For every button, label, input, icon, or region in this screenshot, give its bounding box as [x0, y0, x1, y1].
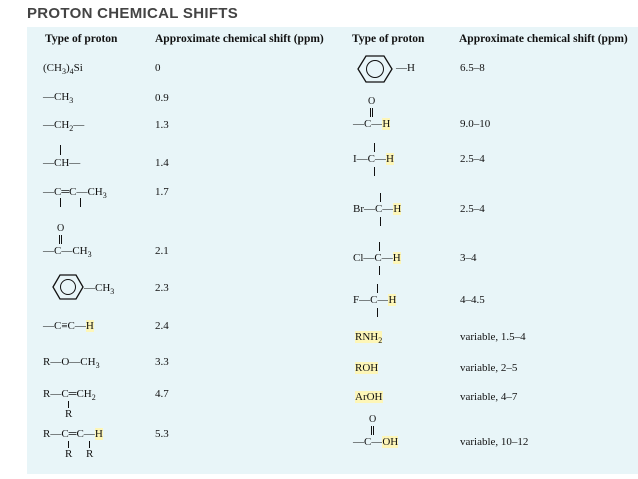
proton-aryl-h: —H	[396, 62, 415, 74]
proton-vinylic-terminal: R—C═CH2 R	[43, 388, 96, 420]
shift-bromo: 2.5–4	[460, 203, 485, 215]
table-panel	[27, 27, 638, 474]
proton-tms: (CH3)4Si	[43, 62, 83, 77]
proton-methyl: —CH3	[43, 91, 74, 106]
benzene-icon	[357, 55, 393, 83]
proton-alcohol: ROH	[355, 362, 379, 374]
shift-iodo: 2.5–4	[460, 153, 485, 165]
benzene-icon	[52, 274, 84, 300]
shift-aryl-methyl: 2.3	[155, 282, 169, 294]
shift-aldehyde: 9.0–10	[460, 118, 491, 130]
shift-vinylic: 5.3	[155, 428, 169, 440]
proton-iodo: I—C—H	[353, 143, 394, 176]
proton-alkynyl: —C≡C—H	[43, 320, 94, 332]
proton-ether: R—O—CH3	[43, 356, 100, 371]
proton-methine: —CH—	[43, 145, 80, 169]
proton-carboxylic-acid: O —C—OH	[353, 414, 399, 448]
shift-fluoro: 4–4.5	[460, 294, 485, 306]
shift-aryl-h: 6.5–8	[460, 62, 485, 74]
proton-phenol: ArOH	[355, 391, 383, 403]
shift-tms: 0	[155, 62, 161, 74]
shift-methylene: 1.3	[155, 119, 169, 131]
shift-allylic: 1.7	[155, 186, 169, 198]
shift-methine: 1.4	[155, 157, 169, 169]
proton-chloro: Cl—C—H	[353, 242, 401, 275]
proton-methylene: —CH2—	[43, 119, 85, 134]
shift-alkynyl: 2.4	[155, 320, 169, 332]
header-shift-right: Approximate chemical shift (ppm)	[459, 33, 628, 45]
shift-carboxylic-acid: variable, 10–12	[460, 436, 529, 448]
shift-alcohol: variable, 2–5	[460, 362, 518, 374]
shift-vinylic-terminal: 4.7	[155, 388, 169, 400]
shift-methyl: 0.9	[155, 92, 169, 104]
proton-bromo: Br—C—H	[353, 193, 402, 226]
proton-vinylic: R—C═C—H R R	[43, 428, 103, 460]
header-shift-left: Approximate chemical shift (ppm)	[155, 33, 324, 45]
page-title: PROTON CHEMICAL SHIFTS	[27, 5, 239, 22]
header-type-right: Type of proton	[352, 33, 425, 45]
shift-phenol: variable, 4–7	[460, 391, 518, 403]
shift-methyl-ketone: 2.1	[155, 245, 169, 257]
proton-amine: RNH2	[355, 331, 383, 346]
shift-chloro: 3–4	[460, 252, 477, 264]
proton-allylic: —C═C—CH3	[43, 186, 107, 207]
proton-fluoro: F—C—H	[353, 284, 397, 317]
header-type-left: Type of proton	[45, 33, 118, 45]
proton-aldehyde: O —C—H	[353, 96, 391, 130]
proton-methyl-ketone: O —C—CH3	[43, 223, 92, 260]
shift-amine: variable, 1.5–4	[460, 331, 526, 343]
shift-ether: 3.3	[155, 356, 169, 368]
proton-aryl-methyl: —CH3	[84, 282, 115, 297]
